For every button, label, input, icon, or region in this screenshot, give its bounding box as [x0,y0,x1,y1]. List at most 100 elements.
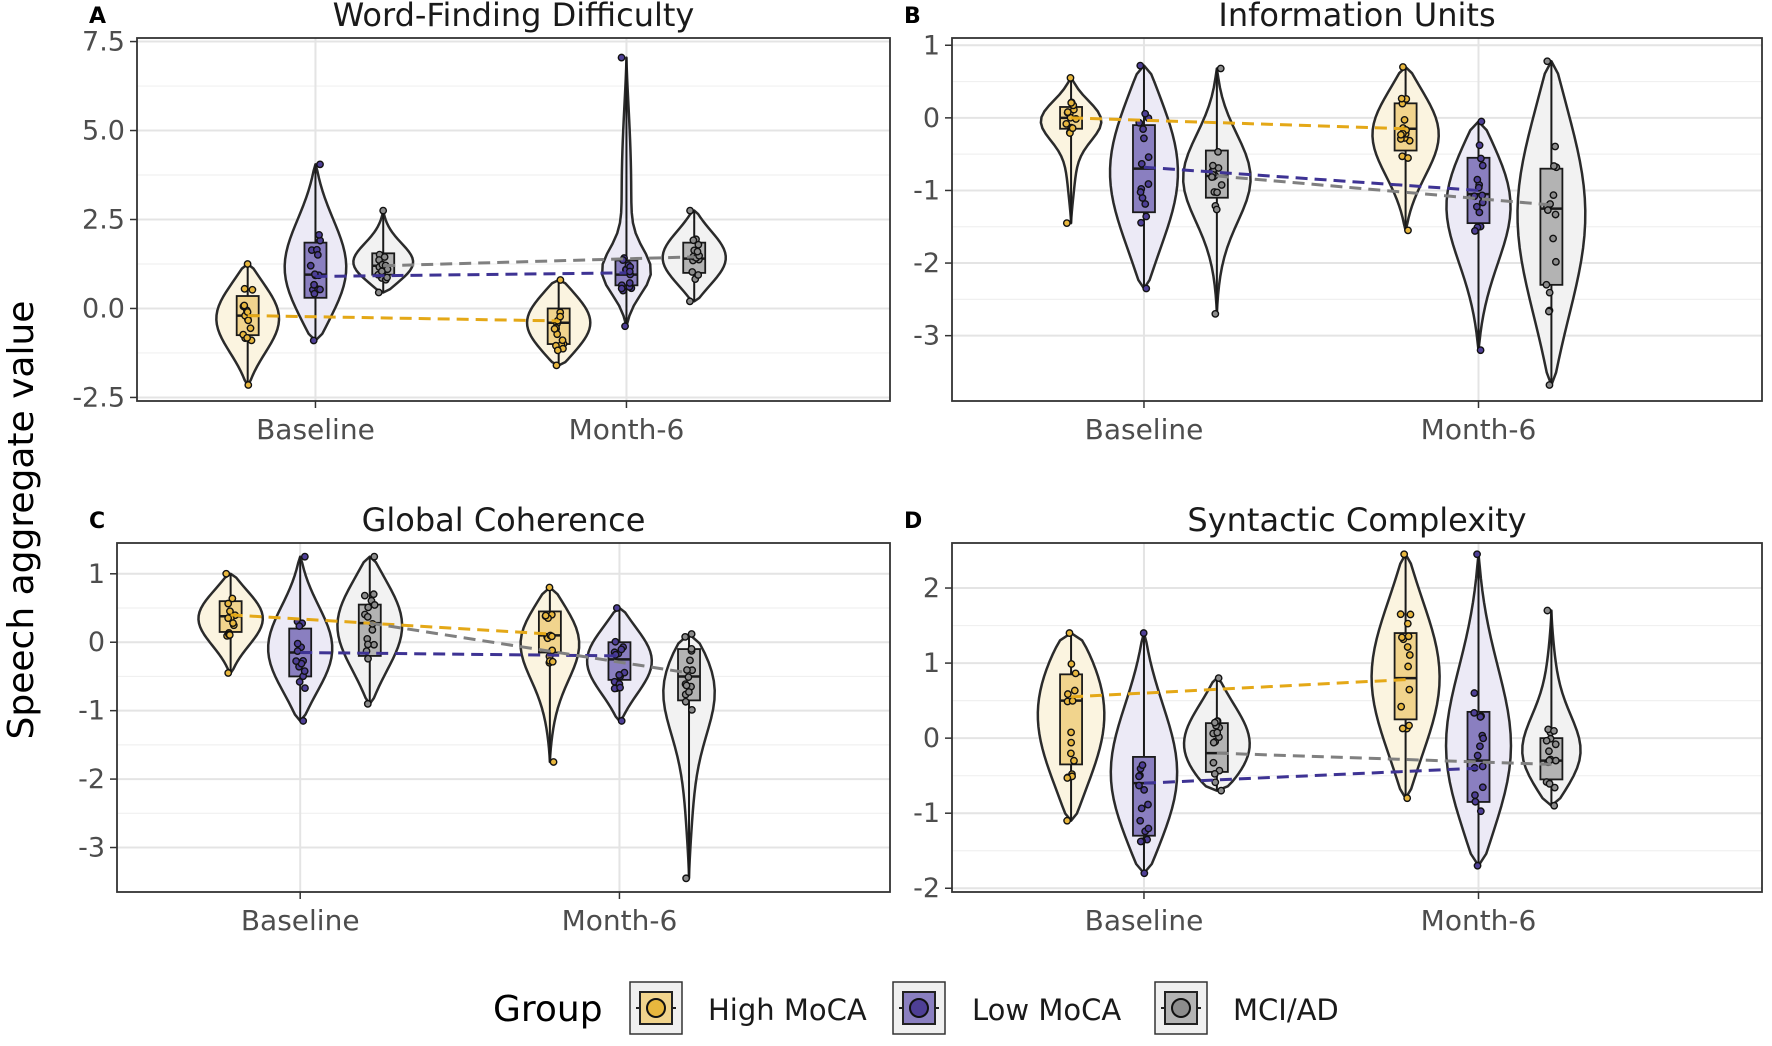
data-point-mci-ad [1551,756,1560,765]
data-point-high-moca [1068,696,1077,705]
data-point-high-moca [1404,662,1413,671]
data-point-low-moca [1141,200,1150,208]
data-point-high-moca [1066,74,1075,82]
data-point-high-moca [243,333,252,342]
data-point-mci-ad [1550,162,1558,170]
data-point-low-moca [1137,159,1146,168]
data-point-high-moca [1397,702,1406,711]
data-point-mci-ad [1209,738,1218,747]
data-point-mci-ad [379,206,388,215]
y-tick-label: -1 [78,696,105,727]
data-point-low-moca [616,683,624,692]
data-point-high-moca [1405,721,1413,730]
y-tick-label: 2 [923,573,940,604]
data-point-high-moca [1062,120,1071,128]
data-point-high-moca [1405,651,1414,659]
data-point-high-moca [1063,108,1072,116]
data-point-high-moca [556,276,565,284]
data-point-low-moca [300,667,309,676]
data-point-mci-ad [1210,769,1219,778]
data-point-high-moca [243,260,252,268]
data-point-low-moca [295,677,304,686]
data-point-mci-ad [1217,181,1226,189]
panel-d: -2 -1 0 1 2 Baseline Month-6 Syntactic Complexi… [904,501,1763,937]
data-point-high-moca [1063,816,1072,825]
data-point-low-moca [1473,751,1482,760]
data-point-mci-ad [1551,142,1560,151]
data-point-mci-ad [1209,758,1218,767]
y-tick-label: -2 [913,873,940,904]
data-point-high-moca [229,619,237,628]
data-point-high-moca [1406,610,1415,619]
data-point-high-moca [1397,130,1405,139]
y-tick-label: 7.5 [82,27,125,58]
data-point-high-moca [224,669,233,677]
trend-line-high-moca [230,613,550,636]
data-point-low-moca [292,657,301,666]
data-point-high-moca [553,346,562,355]
data-point-mci-ad [1549,191,1558,200]
data-point-low-moca [1471,797,1480,806]
data-point-low-moca [1144,824,1153,833]
data-point-low-moca [1478,783,1487,792]
data-point-low-moca [315,230,323,239]
data-point-low-moca [1142,212,1151,221]
data-point-low-moca [310,280,318,289]
data-point-high-moca [1396,610,1405,619]
data-point-mci-ad [1550,727,1558,735]
data-point-low-moca [306,261,315,270]
data-point-high-moca [1398,633,1406,642]
y-tick-label: -2 [913,248,940,279]
data-point-low-moca [617,53,626,62]
panel-c: -3 -2 -1 0 1 Baseline Month-6 Global Coherence C [78,501,891,937]
y-tick-label: 0 [923,723,940,754]
data-point-high-moca [1067,728,1075,737]
data-point-high-moca [1066,749,1075,758]
data-point-low-moca [1144,180,1153,188]
data-point-low-moca [1140,786,1149,794]
data-point-low-moca [1138,761,1147,770]
y-tick-label: 0 [88,627,105,658]
panel-title: Syntactic Complexity [1187,501,1526,539]
legend-key-mci-ad [1154,981,1208,1035]
y-tick-label: 1 [88,559,105,590]
data-point-mci-ad [686,656,694,665]
data-point-low-moca [1475,141,1484,150]
data-point-high-moca [244,316,253,325]
data-point-mci-ad [1551,210,1560,219]
data-point-mci-ad [687,705,696,714]
data-point-high-moca [552,361,561,370]
data-point-mci-ad [681,697,690,706]
y-tick-label: -2 [78,764,105,795]
y-tick-label: 1 [923,30,940,61]
data-point-mci-ad [1208,161,1217,170]
data-point-low-moca [1476,713,1485,721]
data-point-mci-ad [1550,801,1559,810]
y-tick-label: -3 [78,833,105,864]
data-point-low-moca [1476,742,1484,751]
data-point-high-moca [1067,738,1076,747]
panel-tag: B [904,4,921,29]
y-axis-label: Speech aggregate value [1,301,42,740]
data-point-low-moca [1470,708,1479,717]
data-point-high-moca [1067,98,1076,107]
data-point-low-moca [625,279,634,287]
data-point-mci-ad [360,591,369,600]
y-tick-label: 5.0 [82,116,125,147]
data-point-mci-ad [383,273,391,282]
data-point-low-moca [611,637,620,646]
data-point-high-moca [541,611,550,620]
data-point-mci-ad [1217,786,1226,795]
data-point-low-moca [1478,161,1487,170]
panel-title: Global Coherence [362,501,646,539]
data-point-high-moca [1403,619,1412,628]
data-point-mci-ad [370,552,379,561]
data-point-low-moca [1139,125,1147,134]
legend-title: Group [493,989,603,1030]
data-point-high-moca [248,285,257,294]
data-point-low-moca [617,284,626,293]
data-point-high-moca [1063,774,1072,782]
data-point-low-moca [1470,689,1479,697]
data-point-low-moca [615,671,624,679]
